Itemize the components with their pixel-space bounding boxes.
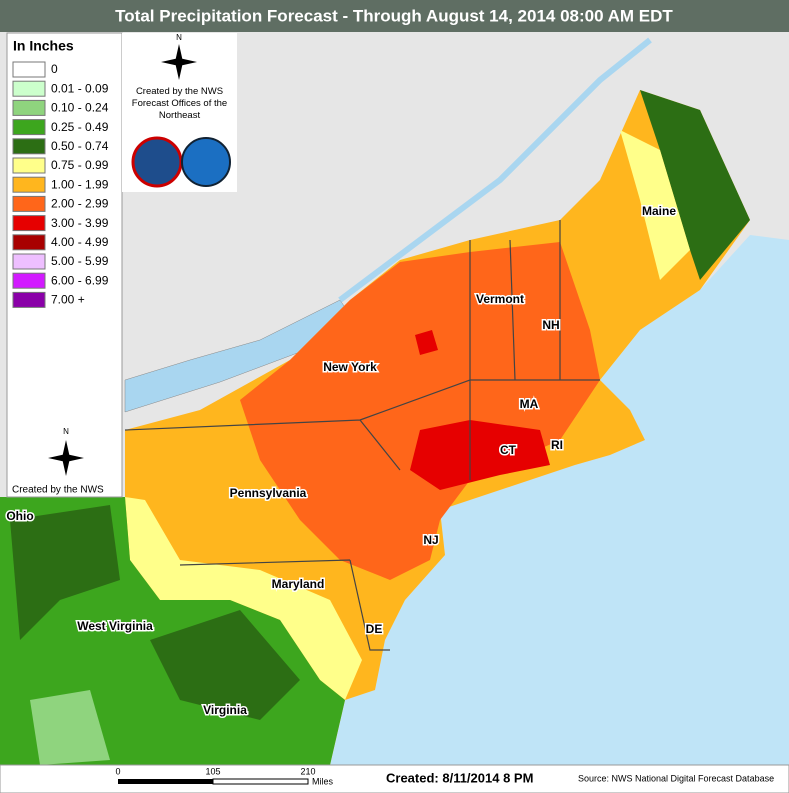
precip-zone (640, 90, 750, 280)
legend-label: 0.75 - 0.99 (51, 158, 109, 172)
state-label: MA (520, 397, 539, 411)
legend-label: 0.01 - 0.09 (51, 81, 109, 95)
state-label: Maryland (272, 577, 325, 591)
noaa-logo (181, 137, 231, 187)
legend-label: 2.00 - 2.99 (51, 197, 109, 211)
legend-swatch (12, 99, 46, 116)
state-label: Vermont (476, 292, 524, 306)
legend-label: 4.00 - 4.99 (51, 235, 109, 249)
created-date: Created: 8/11/2014 8 PM (386, 770, 533, 785)
scale-unit: Miles (312, 776, 334, 786)
legend-swatch (12, 272, 46, 289)
legend-swatch (12, 61, 46, 78)
state-label: Ohio (6, 509, 33, 523)
legend-label: 0 (51, 62, 58, 76)
legend-title: In Inches (13, 38, 74, 54)
legend-label: 7.00 + (51, 293, 85, 307)
state-borders (124, 220, 600, 651)
source: Source: NWS National Digital Forecast Da… (578, 773, 774, 783)
state-label: Maine (642, 204, 676, 218)
precip-zone (240, 242, 600, 580)
precip-zone (620, 130, 690, 280)
legend-label: 1.00 - 1.99 (51, 177, 109, 191)
legend-swatch (12, 195, 46, 212)
legend-swatch (12, 215, 46, 232)
compass (48, 440, 84, 476)
title: Total Precipitation Forecast - Through A… (115, 6, 673, 25)
state-label: NJ (423, 533, 438, 547)
state-label: CT (500, 443, 517, 457)
credit-nws: Created by the NWS (12, 485, 104, 496)
legend-swatch (12, 176, 46, 193)
state-label: New York (323, 360, 377, 374)
legend-items: 0 0.01 - 0.09 0.10 - 0.24 0.25 - 0.49 0.50 -… (12, 61, 109, 308)
credit-offices: Created by the NWS Forecast Offices of t… (131, 86, 228, 121)
state-label: DE (366, 622, 383, 636)
legend-swatch (12, 80, 46, 97)
state-label: NH (542, 318, 559, 332)
title-bar (0, 0, 789, 32)
precip-zone (30, 690, 110, 765)
legend-label: 0.25 - 0.49 (51, 120, 109, 134)
scale-label: 210 (300, 766, 315, 776)
state-label: Pennsylvania (230, 486, 307, 500)
scale-label: 0 (115, 766, 120, 776)
compass (161, 44, 197, 80)
precip-zone (10, 505, 300, 720)
nws-logo (131, 136, 183, 188)
ocean (330, 235, 789, 765)
legend-label: 0.10 - 0.24 (51, 101, 109, 115)
st-lawrence (338, 37, 652, 303)
credit-offices-box: Created by the NWS Forecast Offices of t… (131, 86, 228, 121)
legend-swatch (12, 253, 46, 270)
legend-swatch (12, 157, 46, 174)
scale-bar (212, 778, 309, 785)
scale-bar (118, 779, 213, 784)
precip-zone (125, 497, 362, 700)
compass-label: N (63, 427, 69, 436)
legend-swatch (12, 119, 46, 136)
legend-label: 0.50 - 0.74 (51, 139, 109, 153)
legend-label: 5.00 - 5.99 (51, 254, 109, 268)
legend-swatch (12, 138, 46, 155)
state-label: RI (551, 438, 563, 452)
legend-swatch (12, 234, 46, 251)
legend-label: 3.00 - 3.99 (51, 216, 109, 230)
compass-label: N (176, 33, 182, 42)
state-label: Virginia (203, 703, 247, 717)
precip-zone (410, 330, 550, 490)
legend-swatch (12, 291, 46, 308)
scale-label: 105 (205, 766, 220, 776)
legend-label: 6.00 - 6.99 (51, 273, 109, 287)
state-label: West Virginia (77, 619, 153, 633)
